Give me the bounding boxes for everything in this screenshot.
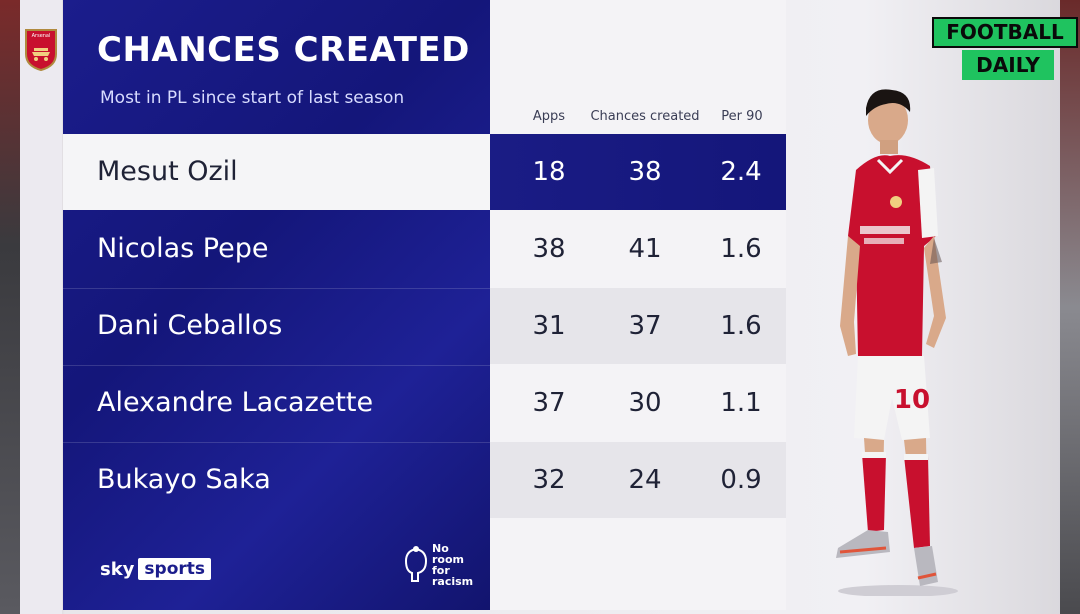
column-header-per90: Per 90: [721, 109, 763, 124]
chances-cell: 37: [628, 311, 662, 341]
nrfr-line: for: [432, 564, 450, 577]
table-row: Dani Ceballos 31 37 1.6: [63, 288, 786, 364]
row-divider: [63, 442, 490, 443]
title-panel: [63, 0, 490, 610]
table-row: Nicolas Pepe 38 41 1.6: [63, 211, 786, 287]
per90-cell: 2.4: [720, 157, 762, 187]
premier-league-lion-icon: [404, 546, 428, 582]
chances-cell: 24: [628, 465, 662, 495]
no-room-for-racism-badge: No room for racism: [402, 542, 478, 588]
stat-background: [490, 211, 786, 287]
nrfr-line: racism: [432, 575, 474, 588]
sports-logo-word: sports: [138, 558, 212, 580]
stat-background: [490, 442, 786, 518]
chances-cell: 38: [628, 157, 662, 187]
player-name: Dani Ceballos: [97, 310, 283, 341]
crest-label: Arsenal: [32, 33, 51, 39]
chances-cell: 41: [628, 234, 662, 264]
sky-sports-logo: sky sports: [100, 556, 212, 582]
arsenal-crest-icon: Arsenal: [25, 29, 57, 72]
nrfr-line: No: [432, 542, 449, 555]
player-photo: 10: [836, 89, 958, 596]
table-row: Alexandre Lacazette 37 30 1.1: [63, 365, 786, 441]
per90-cell: 1.6: [720, 311, 762, 341]
highlight-name-background: [63, 134, 490, 210]
per90-cell: 1.6: [720, 234, 762, 264]
player-name: Nicolas Pepe: [97, 233, 269, 264]
crest-column: [20, 0, 62, 614]
row-divider: [63, 288, 490, 289]
apps-cell: 37: [532, 388, 566, 418]
sky-logo-word: sky: [100, 558, 135, 580]
column-header-chances: Chances created: [590, 109, 700, 124]
page-title: CHANCES CREATED: [97, 30, 470, 70]
nrfr-line: room: [432, 553, 465, 566]
player-name: Alexandre Lacazette: [97, 387, 374, 418]
apps-cell: 18: [532, 157, 566, 187]
chances-cell: 30: [628, 388, 662, 418]
apps-cell: 31: [532, 311, 566, 341]
background-strip-left: [0, 0, 20, 614]
table-row: Bukayo Saka 32 24 0.9: [63, 442, 786, 518]
football-daily-bottom: DAILY: [962, 50, 1054, 80]
football-daily-top: FOOTBALL: [932, 17, 1078, 48]
row-divider: [63, 365, 490, 366]
page-subtitle: Most in PL since start of last season: [100, 88, 405, 108]
player-name: Bukayo Saka: [97, 464, 271, 495]
stat-background: [490, 288, 786, 364]
background-strip-right: [1060, 0, 1080, 614]
per90-cell: 1.1: [720, 388, 762, 418]
player-name: Mesut Ozil: [97, 156, 238, 187]
highlight-stat-background: [490, 134, 786, 210]
column-header-apps: Apps: [532, 109, 566, 124]
shorts-number: 10: [894, 385, 930, 415]
apps-cell: 38: [532, 234, 566, 264]
apps-cell: 32: [532, 465, 566, 495]
stat-background: [490, 365, 786, 441]
table-row-highlight: Mesut Ozil 18 38 2.4: [63, 134, 786, 210]
per90-cell: 0.9: [720, 465, 762, 495]
